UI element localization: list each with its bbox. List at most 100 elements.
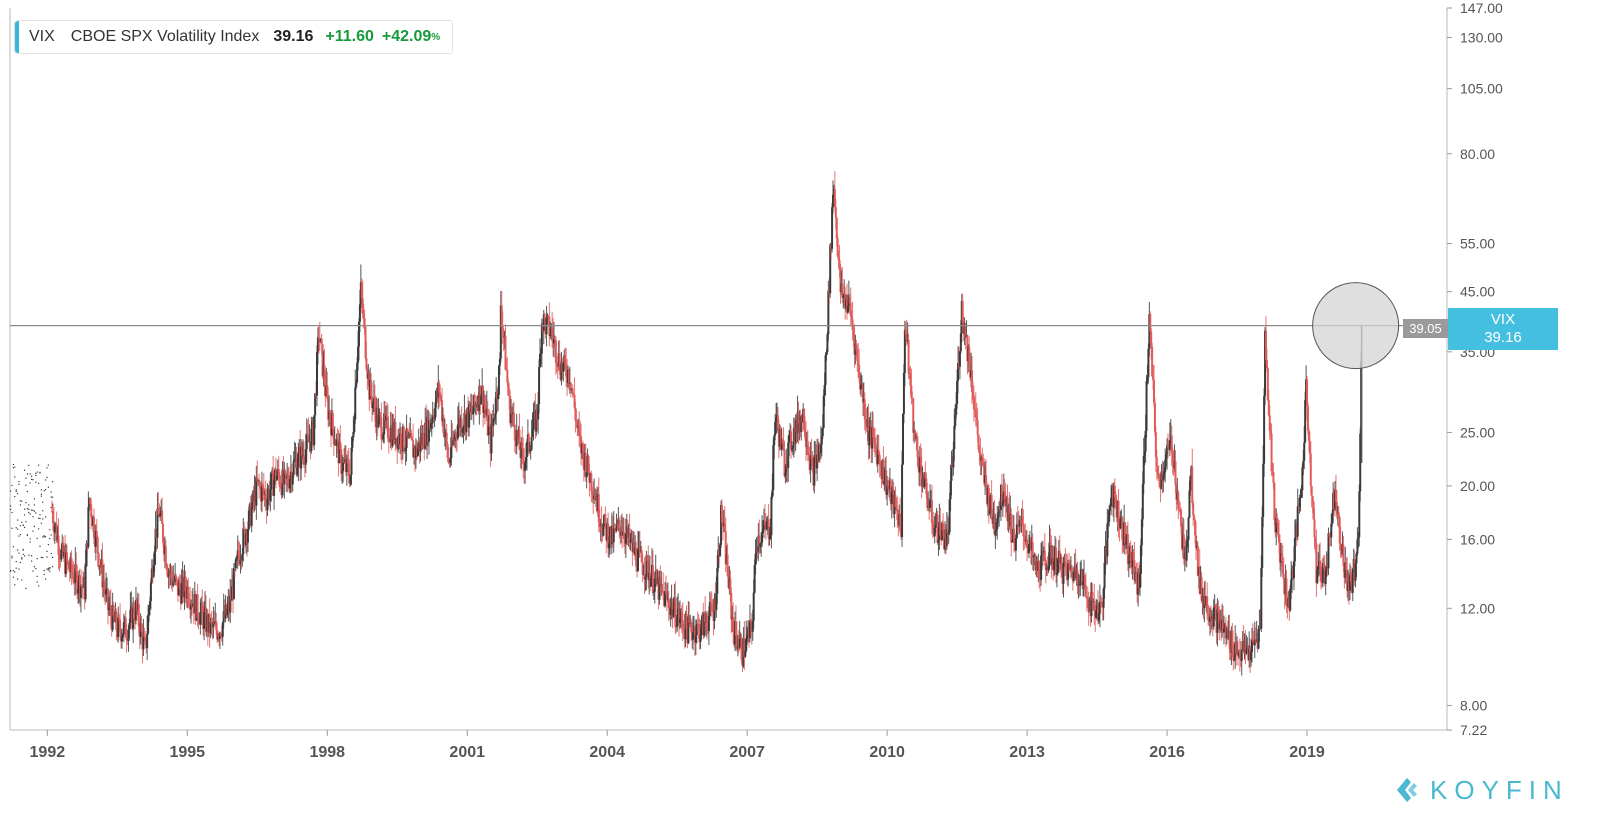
price-candle bbox=[890, 492, 893, 505]
price-candle bbox=[584, 452, 587, 478]
early-data-point bbox=[42, 536, 44, 538]
price-candle bbox=[410, 433, 413, 438]
price-candle bbox=[994, 530, 997, 535]
brand-logo[interactable]: KOYFIN bbox=[1394, 775, 1569, 805]
price-candle bbox=[405, 428, 408, 449]
price-candle bbox=[774, 421, 777, 436]
price-candle bbox=[448, 462, 451, 464]
early-data-point bbox=[28, 464, 30, 466]
price-candle bbox=[1058, 550, 1061, 564]
price-candle bbox=[365, 358, 368, 370]
price-candle bbox=[1182, 534, 1185, 560]
price-candle bbox=[97, 553, 100, 568]
price-candle bbox=[537, 403, 540, 420]
early-data-point bbox=[36, 471, 38, 473]
price-candle bbox=[233, 568, 236, 570]
price-candle bbox=[1296, 506, 1299, 537]
price-candle bbox=[157, 508, 160, 515]
price-candle bbox=[781, 439, 784, 444]
price-candle bbox=[553, 339, 556, 344]
price-candle bbox=[96, 537, 99, 554]
price-candle bbox=[780, 439, 783, 450]
price-candle bbox=[447, 458, 450, 463]
price-candle bbox=[377, 415, 380, 427]
price-candle bbox=[166, 569, 169, 577]
price-candle bbox=[674, 597, 677, 627]
price-candle bbox=[385, 416, 388, 421]
price-candle bbox=[411, 437, 414, 441]
price-candle bbox=[902, 372, 905, 415]
price-candle bbox=[347, 463, 350, 476]
price-candle bbox=[688, 616, 691, 624]
price-candle bbox=[1222, 619, 1225, 633]
price-candle bbox=[615, 523, 618, 531]
chart-legend[interactable]: VIX CBOE SPX Volatility Index 39.16 +11.… bbox=[14, 20, 454, 54]
price-candle bbox=[148, 607, 151, 615]
early-data-point bbox=[26, 534, 28, 536]
price-candle bbox=[572, 393, 575, 395]
price-candle bbox=[119, 619, 122, 632]
price-candle bbox=[936, 514, 939, 543]
price-candle bbox=[1359, 433, 1362, 492]
early-data-point bbox=[51, 504, 54, 506]
price-candle bbox=[432, 415, 435, 418]
price-candle bbox=[692, 632, 695, 640]
price-candle bbox=[1261, 516, 1264, 568]
price-candle bbox=[1086, 598, 1089, 608]
price-candle bbox=[239, 559, 242, 564]
early-data-point bbox=[28, 504, 30, 506]
price-candle bbox=[762, 528, 765, 533]
price-candle bbox=[1031, 542, 1034, 558]
price-candle bbox=[175, 575, 178, 580]
price-candle bbox=[878, 454, 881, 465]
price-candle bbox=[770, 496, 773, 536]
price-candle bbox=[1339, 543, 1342, 551]
price-candle bbox=[153, 551, 156, 566]
early-data-point bbox=[46, 467, 48, 469]
price-candle bbox=[1233, 659, 1236, 661]
price-candle bbox=[1231, 630, 1234, 657]
price-candle bbox=[90, 504, 93, 518]
price-candle bbox=[1135, 572, 1138, 581]
early-data-point bbox=[46, 568, 48, 570]
price-candle bbox=[67, 562, 70, 570]
price-candle bbox=[259, 486, 262, 488]
price-candle bbox=[1185, 540, 1188, 561]
price-candle bbox=[971, 392, 974, 400]
price-candle bbox=[745, 638, 748, 651]
early-data-point bbox=[25, 502, 27, 504]
price-candle bbox=[1163, 472, 1166, 476]
price-candle bbox=[1047, 565, 1050, 571]
price-candle bbox=[1216, 609, 1219, 633]
price-candle bbox=[607, 523, 610, 549]
price-candle bbox=[662, 590, 665, 593]
price-candle bbox=[1084, 585, 1087, 597]
price-candle bbox=[1174, 461, 1177, 486]
price-candle bbox=[1196, 545, 1199, 576]
price-candle bbox=[831, 207, 834, 249]
early-data-point bbox=[29, 473, 31, 475]
price-candle bbox=[532, 415, 535, 430]
price-candle bbox=[300, 446, 303, 469]
price-candle bbox=[77, 589, 80, 594]
price-candle bbox=[954, 414, 957, 426]
price-candle bbox=[381, 439, 384, 441]
price-candle bbox=[229, 595, 232, 613]
price-candle bbox=[1019, 519, 1022, 521]
price-candle bbox=[1154, 432, 1157, 458]
price-candle bbox=[573, 394, 576, 408]
price-candle bbox=[1186, 539, 1189, 541]
price-candle bbox=[1152, 376, 1155, 381]
price-candle bbox=[92, 517, 95, 539]
price-candle bbox=[744, 650, 747, 657]
price-candle bbox=[274, 469, 277, 481]
price-candle bbox=[948, 499, 951, 533]
price-candle bbox=[1153, 402, 1156, 433]
price-candle bbox=[972, 399, 975, 410]
price-candle bbox=[719, 544, 722, 556]
price-candle bbox=[925, 478, 928, 494]
price-candle bbox=[622, 532, 625, 540]
price-candle bbox=[72, 575, 75, 583]
